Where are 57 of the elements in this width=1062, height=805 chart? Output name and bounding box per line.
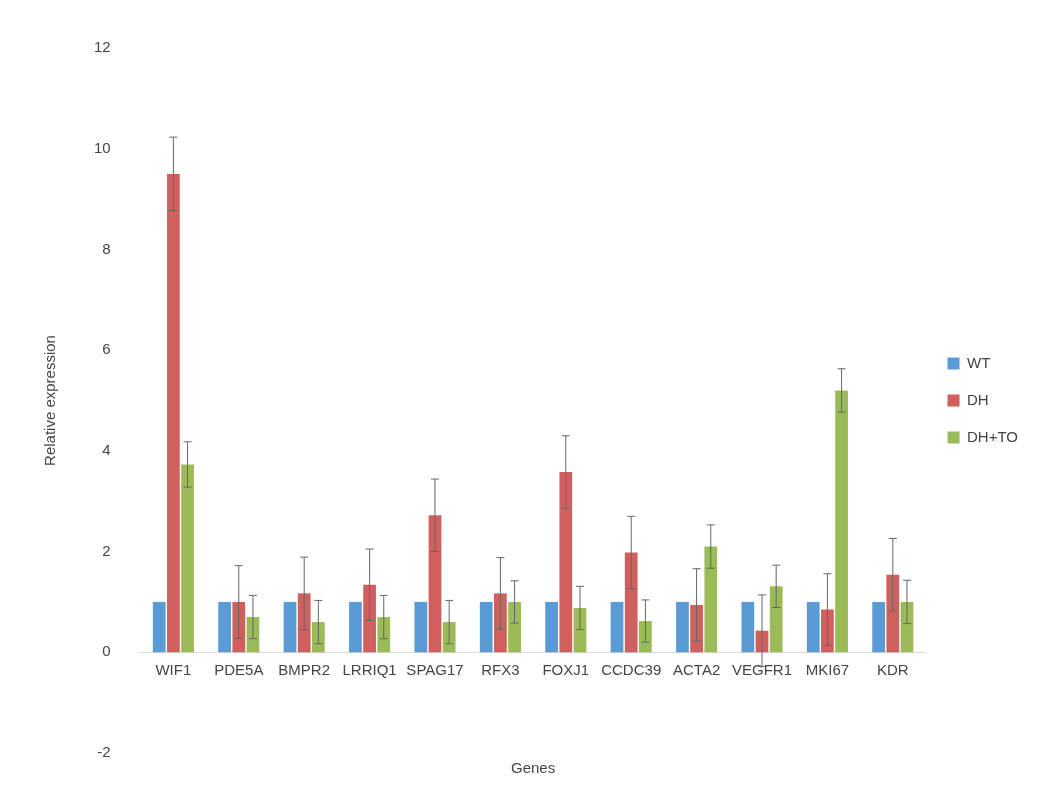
y-tick-label: 6 (102, 340, 111, 358)
bar (821, 609, 834, 653)
y-tick-label: 8 (102, 239, 111, 257)
y-axis-title: Relative expression (41, 335, 59, 466)
x-tick-label: BMPR2 (278, 661, 331, 679)
x-axis-title: Genes (511, 759, 556, 777)
bar (442, 622, 456, 653)
x-tick-label: FOXJ1 (542, 661, 590, 679)
bar (377, 617, 391, 653)
bar (181, 464, 194, 653)
bar (508, 601, 521, 653)
y-tick-label: -2 (97, 743, 111, 761)
bar (835, 390, 848, 653)
legend-label: DH+TO (967, 427, 1018, 445)
bar (639, 621, 652, 653)
x-tick-label: RFX3 (481, 661, 520, 679)
x-tick-label: CCDC39 (601, 661, 662, 679)
bar (690, 604, 703, 653)
bar (414, 601, 428, 653)
x-tick-label: LRRIQ1 (342, 661, 397, 679)
legend-label: DH (967, 390, 989, 408)
y-tick-label: 10 (94, 138, 111, 156)
y-tick-label: 4 (102, 441, 111, 458)
bar (167, 173, 180, 653)
x-tick-label: PDE5A (214, 661, 264, 679)
legend-label: WT (967, 353, 991, 371)
bar (769, 586, 783, 653)
x-tick-label: MKI67 (805, 661, 850, 679)
x-tick-label: VEGFR1 (732, 661, 793, 679)
y-tick-label: 2 (102, 541, 111, 559)
bar (494, 593, 507, 653)
bar (559, 472, 573, 653)
bar (283, 601, 297, 653)
bar (363, 584, 376, 653)
bar (218, 601, 231, 653)
bar (704, 546, 718, 653)
bar (479, 601, 493, 653)
x-tick-label: WIF1 (155, 661, 192, 679)
bar (741, 601, 755, 653)
x-tick-label: ACTA2 (672, 661, 721, 679)
bar (624, 552, 638, 653)
y-tick-label: 12 (94, 38, 111, 56)
bar (676, 601, 689, 653)
bar (232, 601, 246, 653)
bar (545, 601, 559, 653)
bar (428, 515, 442, 653)
bar (152, 601, 166, 653)
bar (610, 601, 624, 653)
x-tick-label: SPAG17 (406, 661, 464, 679)
bar (349, 601, 362, 653)
bar (886, 574, 900, 653)
bar (297, 593, 311, 653)
y-tick-label: 0 (102, 642, 111, 660)
bar (806, 601, 820, 653)
bar (872, 601, 886, 653)
x-tick-label: KDR (876, 661, 909, 679)
bar (311, 622, 325, 653)
